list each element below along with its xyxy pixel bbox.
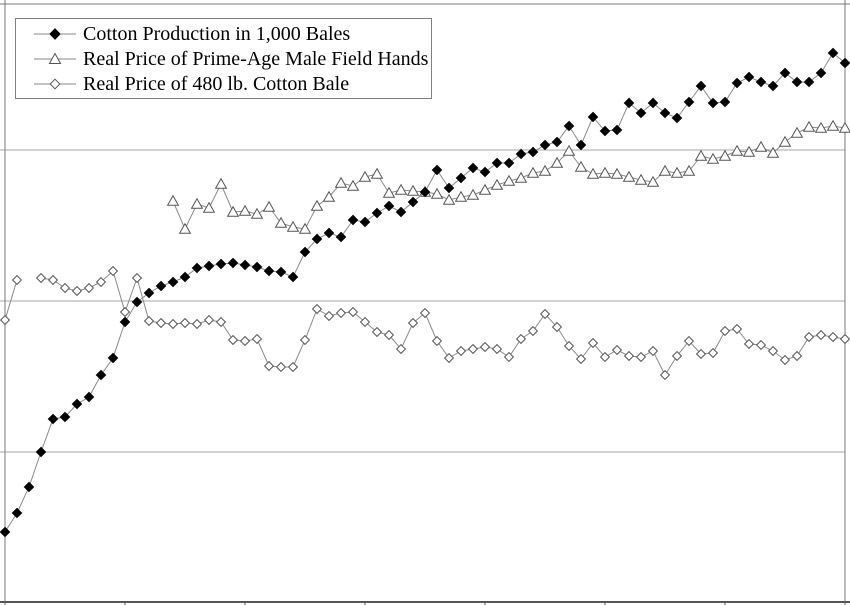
filled-diamond-marker-icon <box>34 27 76 40</box>
legend-label-cotton-bale: Real Price of 480 lb. Cotton Bale <box>83 72 350 95</box>
legend-label-cotton-production: Cotton Production in 1,000 Bales <box>83 22 351 45</box>
legend-item-cotton-bale: Real Price of 480 lb. Cotton Bale <box>16 71 431 96</box>
legend: Cotton Production in 1,000 Bales Real Pr… <box>15 18 432 99</box>
legend-label-field-hands: Real Price of Prime-Age Male Field Hands <box>83 47 429 70</box>
open-diamond-marker-icon <box>34 77 76 90</box>
legend-item-cotton-production: Cotton Production in 1,000 Bales <box>16 21 431 46</box>
legend-item-field-hands: Real Price of Prime-Age Male Field Hands <box>16 46 431 71</box>
open-triangle-marker-icon <box>34 51 76 64</box>
